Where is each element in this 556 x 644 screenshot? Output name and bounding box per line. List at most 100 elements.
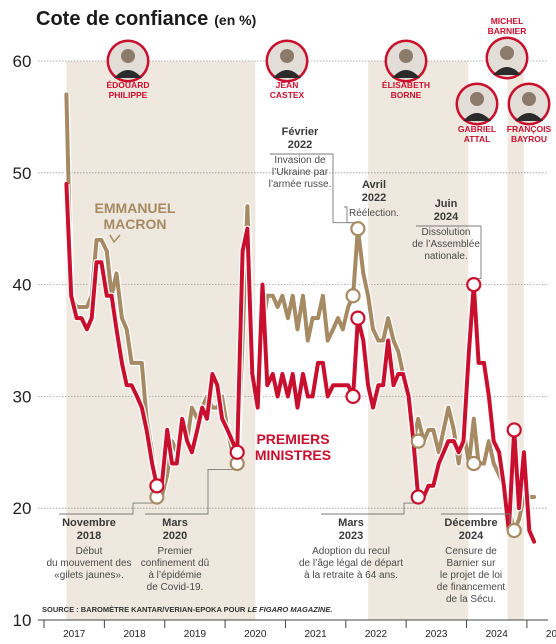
x-tick-label: 2022 [365,629,388,640]
portrait-shoulders [463,113,491,121]
annotation-text: Premier [157,546,193,557]
y-tick-labels: 10 20 30 40 50 60 [13,52,32,630]
annotation-text: Début [76,546,103,557]
annotation-leader [321,502,419,515]
chart-title-unit: (en %) [214,12,256,28]
y-tick-label: 10 [13,611,32,630]
chart-source-italic: LE FIGARO MAGAZINE. [247,605,332,614]
annotation-text: à l’épidémie [148,570,202,581]
annotation-date: 2023 [339,530,363,542]
event-marker [466,277,482,293]
y-tick-label: 50 [13,164,32,183]
annotation-text: l’armée russe. [269,179,332,190]
event-markers [149,221,522,539]
series-label-pm: PREMIERS [256,431,329,447]
prime-minister-name: PHILIPPE [109,90,148,100]
x-tick-label: 2017 [63,629,86,640]
annotation-date: Décembre [444,517,497,529]
annotation-text: de l’Assemblée [412,239,480,250]
event-marker [149,478,165,494]
annotation-text: à la retraite à 64 ans. [304,570,398,581]
annotation-date: Mars [338,517,364,529]
y-tick-label: 20 [13,499,32,518]
portrait-head [470,92,484,106]
annotation-text: «gilets jaunes». [54,570,124,581]
annotation-text: de Covid-19. [147,582,204,593]
annotation-date: 2022 [362,192,386,204]
x-axis: 2017 2018 2019 2020 2021 2022 2023 2024 2025 [38,619,556,640]
series-lines [63,92,538,544]
x-tick-label: 2025 [546,629,556,640]
event-marker [229,444,245,460]
prime-minister-name: ATTAL [464,134,491,144]
portrait-head [399,49,413,63]
annotations: Février 2022 Invasion del’Ukraine parl’arm… [46,126,505,605]
prime-minister-name: BORNE [391,90,422,100]
y-tick-label: 60 [13,52,32,71]
annotation-text: Censure de [445,546,497,557]
annotation-text: de l’âge légal de départ [299,558,403,569]
portrait-head [121,49,135,63]
annotation-text: Barnier sur [447,558,497,569]
series-label-pm: MINISTRES [255,447,331,463]
portrait-shoulders [493,67,521,75]
annotation-date: 2024 [459,530,484,542]
portrait-shoulders [273,70,301,78]
portrait-head [522,92,536,106]
portrait-shoulders [114,70,142,78]
annotation-leader [145,469,238,515]
pm-band [66,61,256,620]
prime-minister-name: FRANÇOIS [507,124,552,134]
portrait-head [280,49,294,63]
annotation-date: Février [282,126,319,138]
series-line-pm [64,182,537,544]
event-marker [345,288,361,304]
x-tick-label: 2020 [244,629,267,640]
chart-header: Cote de confiance (en %) SOURCE : BAROMÈTR… [36,8,332,614]
annotation-date: Avril [362,179,386,191]
annotation-text: nationale. [424,251,467,262]
annotation-date: Novembre [62,517,116,529]
y-tick-label: 40 [13,276,32,295]
series-label-macron: MACRON [104,216,167,232]
annotation-leader [270,153,358,224]
event-marker [410,489,426,505]
portrait-shoulders [515,113,543,121]
annotation-text: de la Sécu. [446,594,496,605]
annotation-text: Réélection. [349,208,399,219]
event-marker [350,310,366,326]
portrait-head [500,46,514,60]
event-marker [345,388,361,404]
prime-minister-name: CASTEX [270,90,305,100]
prime-minister-name: ÉDOUARD [107,80,150,90]
annotation-date: Mars [162,517,188,529]
annotation-leader [344,206,358,224]
event-marker [506,522,522,539]
annotation-date: 2020 [163,530,187,542]
prime-minister-name: BARNIER [488,26,527,36]
annotation-text: le projet de loi [440,570,502,581]
x-tick-label: 2019 [184,629,207,640]
annotation-text: Dissolution [422,227,471,238]
annotation-text: confinement dû [141,558,209,569]
annotation-text: Invasion de [274,155,326,166]
annotation-text: l’Ukraine par [272,167,329,178]
annotation-text: de financement [437,582,506,593]
x-tick-label: 2023 [425,629,448,640]
annotation-date: 2018 [77,530,101,542]
prime-minister-name: BAYROU [511,134,547,144]
chart-title: Cote de confiance (en %) [36,8,256,30]
x-tick-label: 2021 [305,629,328,640]
event-marker [506,422,522,438]
annotation-text: du mouvement des [46,558,131,569]
prime-minister-name: ÉLISABETH [382,80,430,90]
series-label-pointer [109,234,121,244]
y-tick-label: 30 [13,387,32,406]
prime-minister-name: JEAN [276,80,299,90]
annotation-leaders [59,153,515,538]
x-tick-label: 2018 [123,629,146,640]
annotation-leader [59,502,157,515]
